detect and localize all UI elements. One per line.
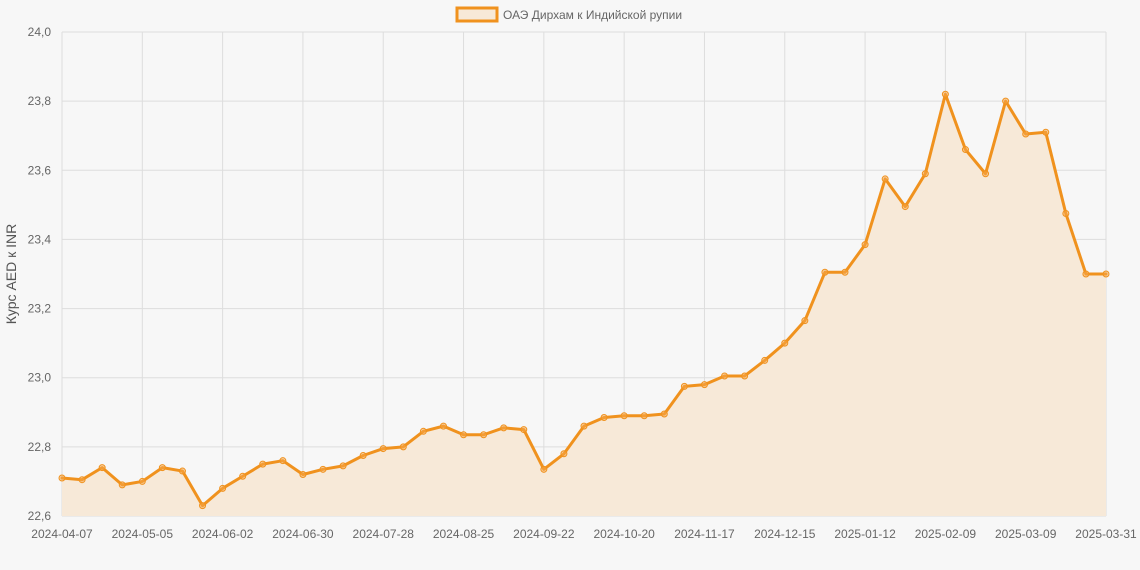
data-points [58,90,1110,510]
y-tick-label: 22,8 [28,440,52,454]
data-point[interactable] [841,268,849,276]
x-tick-label: 2024-06-30 [272,527,334,541]
data-point[interactable] [861,241,869,249]
data-point[interactable] [178,467,186,475]
data-point[interactable] [781,339,789,347]
x-tick-label: 2025-02-09 [915,527,977,541]
y-tick-label: 24,0 [28,25,52,39]
y-tick-label: 23,6 [28,163,52,177]
data-point[interactable] [439,422,447,430]
data-point[interactable] [78,476,86,484]
data-point[interactable] [419,427,427,435]
legend-swatch[interactable] [455,6,499,23]
x-tick-label: 2025-03-09 [995,527,1057,541]
data-point[interactable] [199,502,207,510]
data-point[interactable] [700,381,708,389]
y-tick-label: 23,0 [28,371,52,385]
data-point[interactable] [620,412,628,420]
data-point[interactable] [219,484,227,492]
data-point[interactable] [299,471,307,479]
data-point[interactable] [1082,270,1090,278]
data-point[interactable] [339,462,347,470]
legend[interactable]: ОАЭ Дирхам к Индийской рупии [455,6,682,23]
data-point[interactable] [259,460,267,468]
data-point[interactable] [138,477,146,485]
x-tick-label: 2024-11-17 [674,527,735,541]
data-point[interactable] [600,413,608,421]
data-point[interactable] [158,464,166,472]
data-point[interactable] [982,170,990,178]
y-axis-title: Курс AED к INR [3,224,19,324]
x-tick-label: 2024-10-20 [593,527,655,541]
data-point[interactable] [118,481,126,489]
data-point[interactable] [660,410,668,418]
data-point[interactable] [1102,270,1110,278]
data-point[interactable] [359,452,367,459]
data-point[interactable] [640,412,648,420]
x-tick-label: 2024-07-28 [353,527,415,541]
data-point[interactable] [1042,128,1050,136]
data-point[interactable] [520,426,528,434]
data-point[interactable] [741,372,749,380]
data-point[interactable] [560,450,568,458]
data-point[interactable] [801,317,809,325]
data-point[interactable] [460,431,468,439]
y-axis-ticks: 22,6 22,8 23,0 23,2 23,4 23,6 23,8 24,0 [28,25,52,523]
x-tick-label: 2024-12-15 [754,527,816,541]
data-point[interactable] [239,472,247,480]
data-point[interactable] [319,465,327,473]
data-point[interactable] [1062,210,1070,217]
data-point[interactable] [881,175,889,183]
x-tick-label: 2025-03-31 [1075,527,1137,541]
data-point[interactable] [1022,130,1030,138]
data-point[interactable] [98,464,106,472]
x-tick-label: 2024-06-02 [192,527,254,541]
data-point[interactable] [821,268,829,276]
data-point[interactable] [480,431,488,439]
x-tick-label: 2024-04-07 [31,527,93,541]
y-tick-label: 23,4 [28,232,52,246]
data-point[interactable] [761,356,769,364]
data-point[interactable] [58,474,66,482]
data-point[interactable] [901,203,909,211]
data-point[interactable] [680,382,688,390]
data-point[interactable] [721,372,729,380]
y-tick-label: 22,6 [28,509,52,523]
data-point[interactable] [540,465,548,473]
data-point[interactable] [580,422,588,430]
data-point[interactable] [500,424,508,432]
area-fill-layer [62,94,1106,516]
data-point[interactable] [961,146,969,154]
series-area [62,94,1106,516]
y-tick-label: 23,8 [28,94,52,108]
data-point[interactable] [379,445,387,453]
legend-label[interactable]: ОАЭ Дирхам к Индийской рупии [503,8,682,22]
x-axis-ticks: 2024-04-07 2024-05-05 2024-06-02 2024-06-30… [31,527,1137,541]
x-tick-label: 2025-01-12 [834,527,896,541]
data-point[interactable] [921,170,929,178]
x-tick-label: 2024-08-25 [433,527,495,541]
x-tick-label: 2024-09-22 [513,527,575,541]
data-point[interactable] [1002,97,1010,105]
data-point[interactable] [941,90,949,98]
data-point[interactable] [279,457,287,465]
data-point[interactable] [399,443,407,451]
x-tick-label: 2024-05-05 [112,527,174,541]
y-tick-label: 23,2 [28,302,52,316]
